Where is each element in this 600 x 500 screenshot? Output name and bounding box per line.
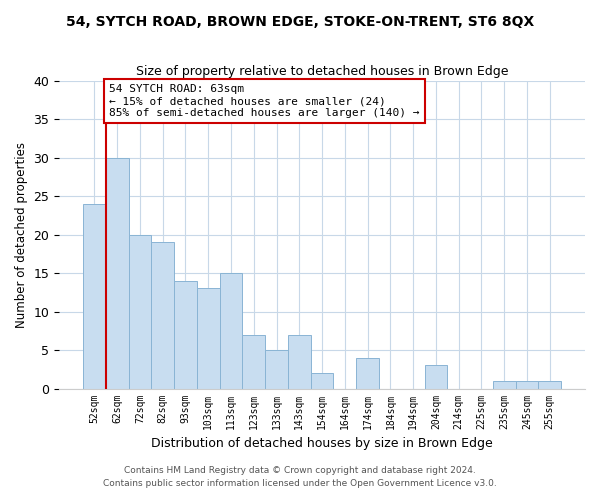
Bar <box>220 273 242 388</box>
Bar <box>493 381 515 388</box>
Y-axis label: Number of detached properties: Number of detached properties <box>15 142 28 328</box>
Bar <box>356 358 379 388</box>
Bar <box>515 381 538 388</box>
Bar <box>538 381 561 388</box>
Bar <box>151 242 174 388</box>
Bar <box>242 334 265 388</box>
Bar <box>174 281 197 388</box>
Bar <box>288 334 311 388</box>
Bar <box>83 204 106 388</box>
Bar <box>197 288 220 388</box>
X-axis label: Distribution of detached houses by size in Brown Edge: Distribution of detached houses by size … <box>151 437 493 450</box>
Bar <box>128 234 151 388</box>
Text: 54, SYTCH ROAD, BROWN EDGE, STOKE-ON-TRENT, ST6 8QX: 54, SYTCH ROAD, BROWN EDGE, STOKE-ON-TRE… <box>66 15 534 29</box>
Bar <box>425 366 447 388</box>
Text: 54 SYTCH ROAD: 63sqm
← 15% of detached houses are smaller (24)
85% of semi-detac: 54 SYTCH ROAD: 63sqm ← 15% of detached h… <box>109 84 420 117</box>
Bar <box>106 158 128 388</box>
Text: Contains HM Land Registry data © Crown copyright and database right 2024.
Contai: Contains HM Land Registry data © Crown c… <box>103 466 497 487</box>
Bar <box>311 373 334 388</box>
Title: Size of property relative to detached houses in Brown Edge: Size of property relative to detached ho… <box>136 65 508 78</box>
Bar <box>265 350 288 389</box>
